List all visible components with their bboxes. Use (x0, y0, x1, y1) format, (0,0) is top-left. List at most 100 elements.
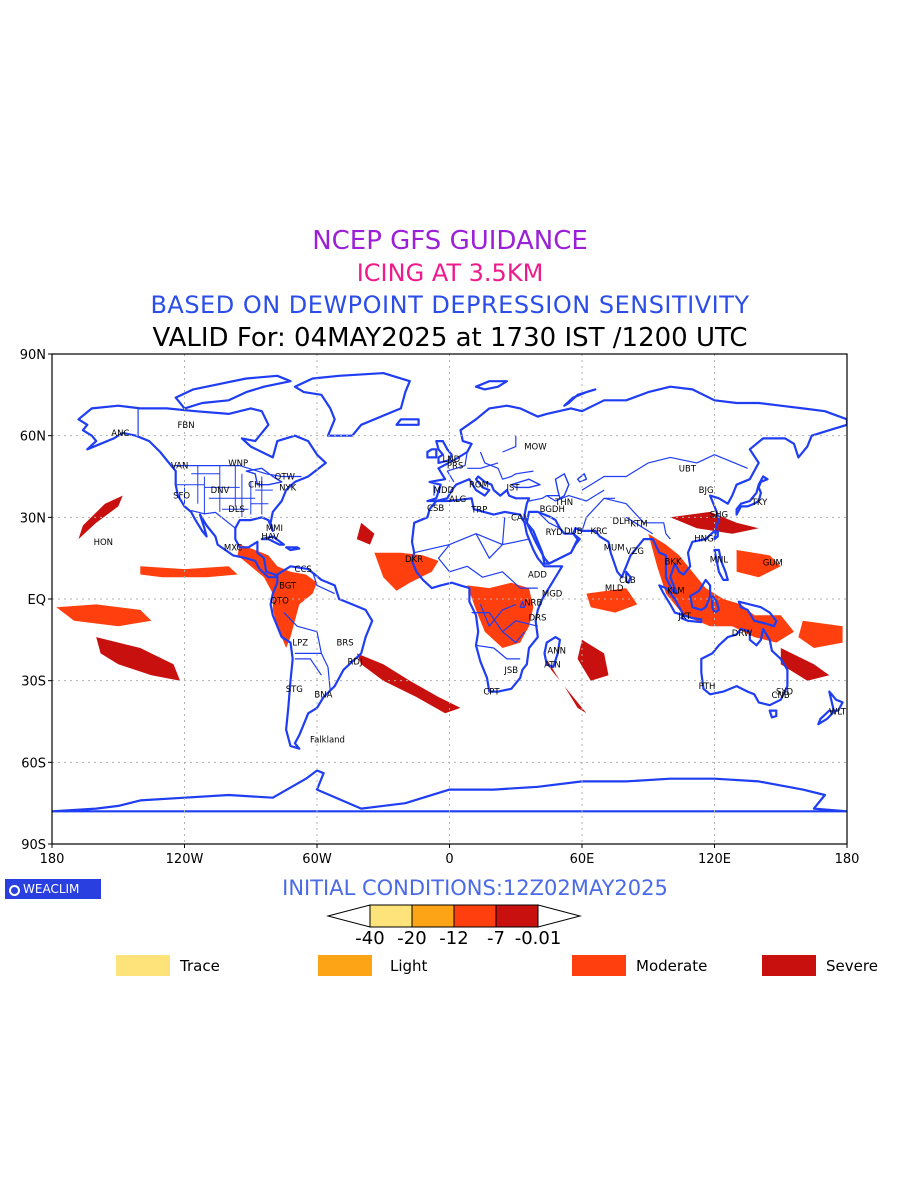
colorbar-tick: -0.01 (514, 928, 562, 949)
country-border (283, 612, 322, 654)
city-label: GUM (763, 558, 783, 568)
icing-region (237, 544, 317, 648)
city-label: ATN (544, 660, 561, 670)
land-outline (700, 627, 789, 707)
city-label: NRB (524, 599, 542, 609)
country-border (475, 644, 521, 660)
legend-label-trace: Trace (180, 957, 220, 975)
city-label: UBT (679, 464, 697, 474)
colorbar-tick: -7 (487, 928, 505, 949)
city-label: DLH (613, 517, 631, 527)
legend-swatch-moderate (572, 955, 626, 976)
city-label: MGD (542, 590, 563, 600)
colorbar-tick: -40 (355, 928, 385, 949)
land-outline (768, 709, 778, 719)
city-label: VAN (171, 462, 188, 472)
city-label: SFO (173, 492, 190, 502)
city-label: MOW (524, 443, 547, 453)
lat-tick-label: 90N (20, 348, 46, 363)
city-label: STG (286, 685, 303, 695)
lon-tick-label: 60W (302, 852, 332, 867)
lake-outline (519, 601, 526, 608)
lat-tick-label: 30N (20, 511, 46, 526)
land-outline (260, 535, 285, 546)
icing-region (56, 604, 152, 627)
lon-tick-label: 180 (40, 852, 65, 867)
land-outline (713, 529, 719, 541)
country-border (479, 603, 517, 627)
land-outline (680, 614, 703, 624)
city-label: VZG (626, 547, 644, 557)
land-outline (625, 570, 632, 584)
chart-title-method: BASED ON DEWPOINT DEPRESSION SENSITIVITY (150, 291, 750, 319)
land-outline (474, 380, 508, 391)
colorbar-high-extension (537, 904, 582, 928)
city-label: CNB (772, 691, 790, 701)
colorbar-segment (369, 904, 413, 928)
land-outline (52, 769, 847, 813)
colorbar-segment (495, 904, 539, 928)
lat-tick-label: EQ (28, 593, 46, 608)
city-label: BRS (337, 639, 354, 649)
city-label: JSB (503, 666, 518, 676)
country-border (446, 451, 468, 483)
city-label: TKY (751, 498, 768, 508)
colorbar-segment (411, 904, 455, 928)
country-border (294, 652, 331, 692)
country-border (603, 497, 671, 540)
lon-tick-label: 60E (570, 852, 595, 867)
city-label: DRS (529, 614, 547, 624)
country-border (537, 511, 561, 529)
icing-region (356, 653, 461, 714)
icing-region (586, 588, 638, 613)
icing-region (736, 550, 781, 578)
city-label: CLB (619, 576, 636, 586)
country-border (502, 631, 526, 644)
icing-region (798, 620, 843, 648)
colorbar-tick-labels: -40 -20 -12 -7 -0.01 (0, 928, 900, 952)
chart-title-guidance: NCEP GFS GUIDANCE (312, 226, 588, 256)
country-border (437, 544, 538, 589)
city-label: KTM (630, 520, 647, 530)
lon-tick-label: 120E (698, 852, 731, 867)
colorbar-low-extension (326, 904, 371, 928)
chart-title-valid-time: VALID For: 04MAY2025 at 1730 IST /1200 U… (152, 323, 748, 353)
colorbar-segment (453, 904, 497, 928)
country-border (190, 509, 236, 529)
legend-swatch-light (318, 955, 372, 976)
colorbar-tick: -20 (397, 928, 427, 949)
city-label: ADD (528, 571, 547, 581)
weaclim-logo: WEACLIM (5, 879, 101, 899)
city-label: DRW (732, 629, 753, 639)
land-outline (525, 510, 581, 565)
country-border (467, 462, 499, 469)
city-label: CPT (483, 688, 500, 698)
city-label: MMI (266, 524, 283, 534)
city-label: SYD (776, 687, 794, 697)
city-label: THN (554, 498, 573, 508)
country-border (312, 571, 335, 595)
icing-region (374, 552, 439, 591)
coastlines (52, 372, 847, 813)
city-label: CSB (427, 504, 444, 514)
land-outline (689, 578, 712, 612)
city-label: ANN (547, 646, 566, 656)
colorbar (326, 904, 582, 928)
city-label: SHG (710, 511, 728, 521)
city-label: LPZ (292, 639, 308, 649)
legend-swatch-trace (116, 955, 170, 976)
land-outline (426, 448, 438, 459)
city-label: WLT (829, 707, 847, 717)
city-label: BKK (664, 558, 681, 568)
country-border (475, 517, 506, 559)
lat-tick-label: 90S (21, 838, 46, 853)
lat-tick-label: 30S (21, 675, 46, 690)
city-label: RDJ (348, 658, 363, 668)
land-outline (285, 546, 301, 552)
icing-region (577, 639, 609, 681)
graticule (52, 354, 847, 844)
city-label: RYD (546, 528, 564, 538)
city-label: KLM (667, 587, 685, 597)
lon-tick-label: 0 (445, 852, 453, 867)
